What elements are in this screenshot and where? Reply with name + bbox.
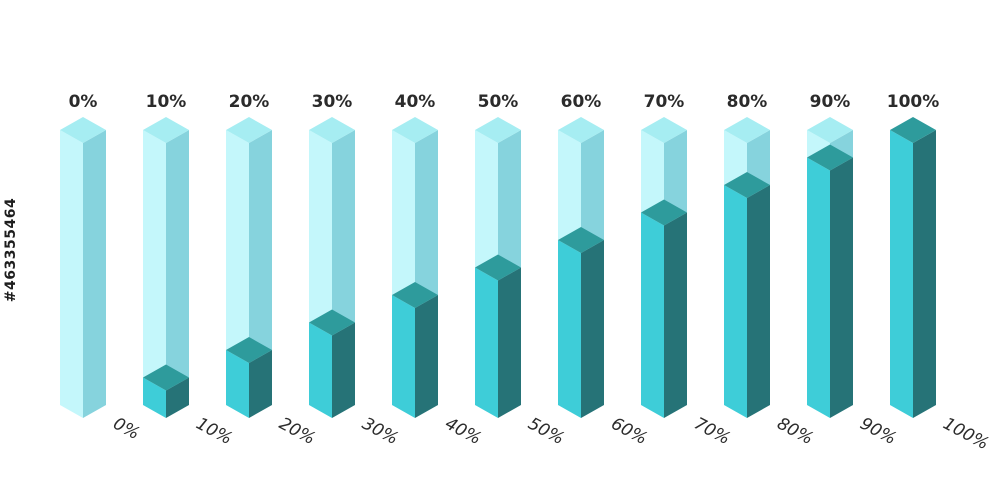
- column-fill-top: [226, 337, 272, 363]
- column-empty-front: [558, 130, 581, 253]
- column-bottom-label: 80%: [774, 414, 817, 449]
- column-bottom-label: 100%: [940, 414, 992, 454]
- column-empty-front: [60, 130, 83, 418]
- column-empty-front: [475, 130, 498, 281]
- column-top-label: 70%: [644, 92, 685, 112]
- column-top-label: 30%: [312, 92, 353, 112]
- column-bottom-label: 10%: [193, 414, 236, 449]
- column-fill-front: [724, 185, 747, 418]
- column-empty-front: [226, 130, 249, 363]
- column-bottom-label: 20%: [276, 414, 319, 449]
- column-top: [807, 117, 853, 143]
- column-bottom-label: 70%: [691, 414, 734, 449]
- column-fill-top: [807, 144, 853, 171]
- column-top: [475, 117, 521, 143]
- side-id-text: #463355464: [3, 197, 19, 303]
- column-fill-top: [392, 282, 438, 308]
- column-fill-front: [890, 130, 913, 418]
- column-top-label: 10%: [146, 92, 187, 112]
- column-top-label: 100%: [887, 92, 940, 112]
- column-bottom-label: 30%: [359, 414, 402, 449]
- column-fill-side: [166, 377, 189, 418]
- column-empty-side: [415, 130, 438, 308]
- column-top: [641, 117, 687, 143]
- column-fill-side: [830, 157, 853, 418]
- column-empty-front: [392, 130, 415, 308]
- column-empty-side: [249, 130, 272, 363]
- column-top-label: 50%: [478, 92, 519, 112]
- column-empty-side: [166, 130, 189, 391]
- column-fill-top: [558, 227, 604, 253]
- column-bottom-label: 40%: [442, 414, 485, 449]
- column-top: [392, 117, 438, 143]
- column-bottom-label: 0%: [110, 414, 143, 444]
- column-empty-front: [143, 130, 166, 391]
- column-bottom-label: 60%: [608, 414, 651, 449]
- column-fill-side: [581, 240, 604, 418]
- column-top: [143, 117, 189, 143]
- column-bottom-label: 50%: [525, 414, 568, 449]
- column-top-label: 20%: [229, 92, 270, 112]
- column-top-label: 90%: [810, 92, 851, 112]
- column-empty-front: [641, 130, 664, 226]
- column-top-label: 40%: [395, 92, 436, 112]
- column-empty-side: [498, 130, 521, 281]
- column-fill-side: [664, 212, 687, 418]
- column-empty-front: [309, 130, 332, 336]
- column-fill-top: [309, 309, 355, 336]
- column-fill-front: [558, 240, 581, 418]
- column-fill-side: [332, 322, 355, 418]
- column-fill-top: [890, 117, 936, 143]
- column-empty-side: [83, 130, 106, 418]
- column-fill-top: [724, 172, 770, 198]
- column-fill-front: [226, 350, 249, 418]
- column-fill-top: [641, 199, 687, 226]
- column-bottom-label: 90%: [857, 414, 900, 449]
- column-fill-front: [807, 157, 830, 418]
- column-fill-front: [641, 212, 664, 418]
- column-top: [558, 117, 604, 143]
- column-fill-side: [249, 350, 272, 418]
- column-fill-side: [747, 185, 770, 418]
- column-top-label: 60%: [561, 92, 602, 112]
- column-empty-side: [332, 130, 355, 336]
- column-top-label: 80%: [727, 92, 768, 112]
- column-top: [60, 117, 106, 143]
- column-fill-top: [475, 254, 521, 281]
- column-fill-side: [913, 130, 936, 418]
- column-fill-side: [498, 267, 521, 418]
- column-fill-front: [392, 295, 415, 418]
- column-top-label: 0%: [69, 92, 98, 112]
- column-fill-front: [475, 267, 498, 418]
- column-top: [226, 117, 272, 143]
- column-fill-front: [309, 322, 332, 418]
- column-fill-front: [143, 377, 166, 418]
- column-empty-side: [581, 130, 604, 253]
- column-top: [309, 117, 355, 143]
- column-fill-side: [415, 295, 438, 418]
- column-top: [724, 117, 770, 143]
- column-fill-top: [143, 364, 189, 391]
- column-empty-side: [664, 130, 687, 226]
- columns-group: 0% 0% 10% 10% 20% 20% 30% 30% 40% 40% 50% 50% 60% 60%…: [60, 92, 992, 454]
